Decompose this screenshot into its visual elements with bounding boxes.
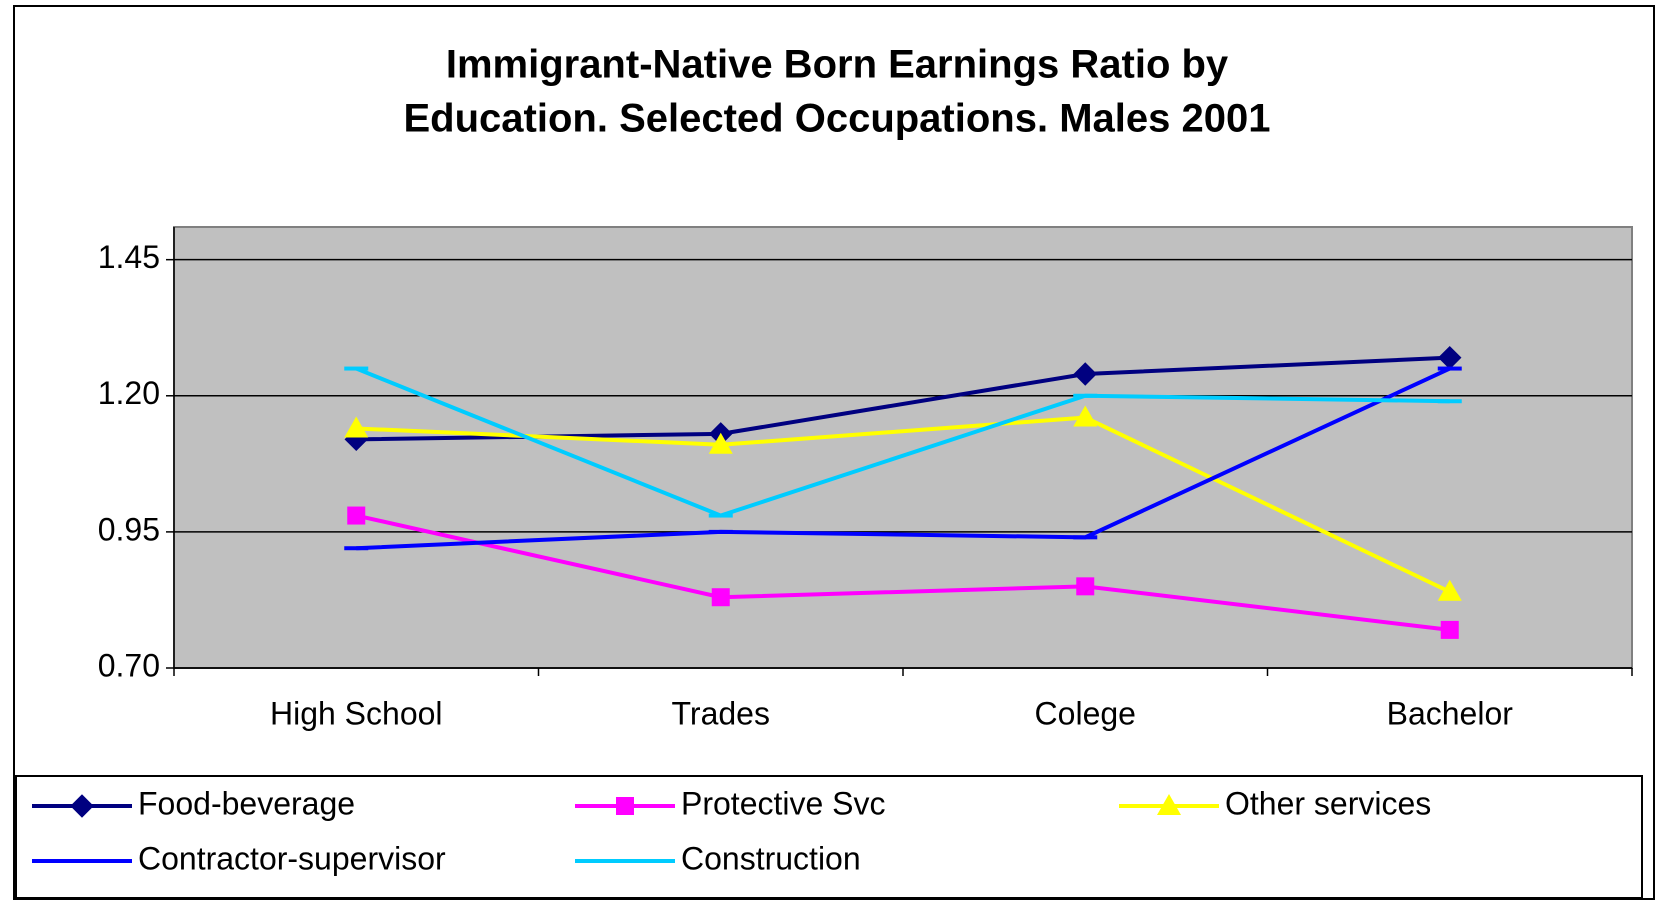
legend-label: Other services — [1225, 785, 1431, 821]
marker — [347, 506, 366, 525]
legend-label: Food-beverage — [138, 785, 355, 821]
legend-marker — [616, 797, 634, 815]
chart-title: Immigrant-Native Born Earnings Ratio by — [446, 43, 1229, 87]
marker — [1076, 577, 1095, 596]
legend-marker — [1157, 794, 1181, 815]
series-line — [355, 513, 1450, 632]
marker — [708, 432, 733, 454]
marker — [1437, 366, 1462, 371]
legend-label: Protective Svc — [681, 785, 886, 821]
marker — [1073, 535, 1098, 540]
series-line — [355, 366, 1450, 518]
x-tick-label: Bachelor — [1387, 695, 1514, 731]
legend-marker — [70, 794, 94, 818]
x-tick-label: Trades — [672, 695, 770, 731]
marker — [1073, 405, 1098, 427]
marker — [708, 513, 733, 518]
marker — [344, 366, 369, 371]
marker — [344, 546, 369, 551]
marker — [1437, 399, 1462, 404]
legend-marker — [613, 859, 637, 863]
marker — [1073, 393, 1098, 398]
marker — [344, 416, 369, 438]
series-line — [356, 366, 1451, 551]
y-tick-label: 1.45 — [98, 239, 160, 275]
x-tick-label: High School — [270, 695, 443, 731]
y-tick-label: 0.95 — [98, 511, 160, 547]
marker — [1440, 620, 1459, 639]
marker — [711, 588, 730, 607]
legend-label: Construction — [681, 840, 861, 876]
legend-box — [15, 775, 1643, 899]
plot-area — [173, 226, 1633, 669]
legend-label: Contractor-supervisor — [138, 840, 446, 876]
legend-marker — [70, 859, 94, 863]
y-tick-label: 0.70 — [98, 647, 160, 683]
series-line — [356, 415, 1451, 594]
marker — [1437, 579, 1462, 601]
chart-title: Education. Selected Occupations. Males 2… — [404, 97, 1271, 141]
marker — [1073, 362, 1097, 386]
marker — [708, 529, 733, 534]
y-tick-label: 1.20 — [98, 375, 160, 411]
x-tick-label: Colege — [1035, 695, 1136, 731]
